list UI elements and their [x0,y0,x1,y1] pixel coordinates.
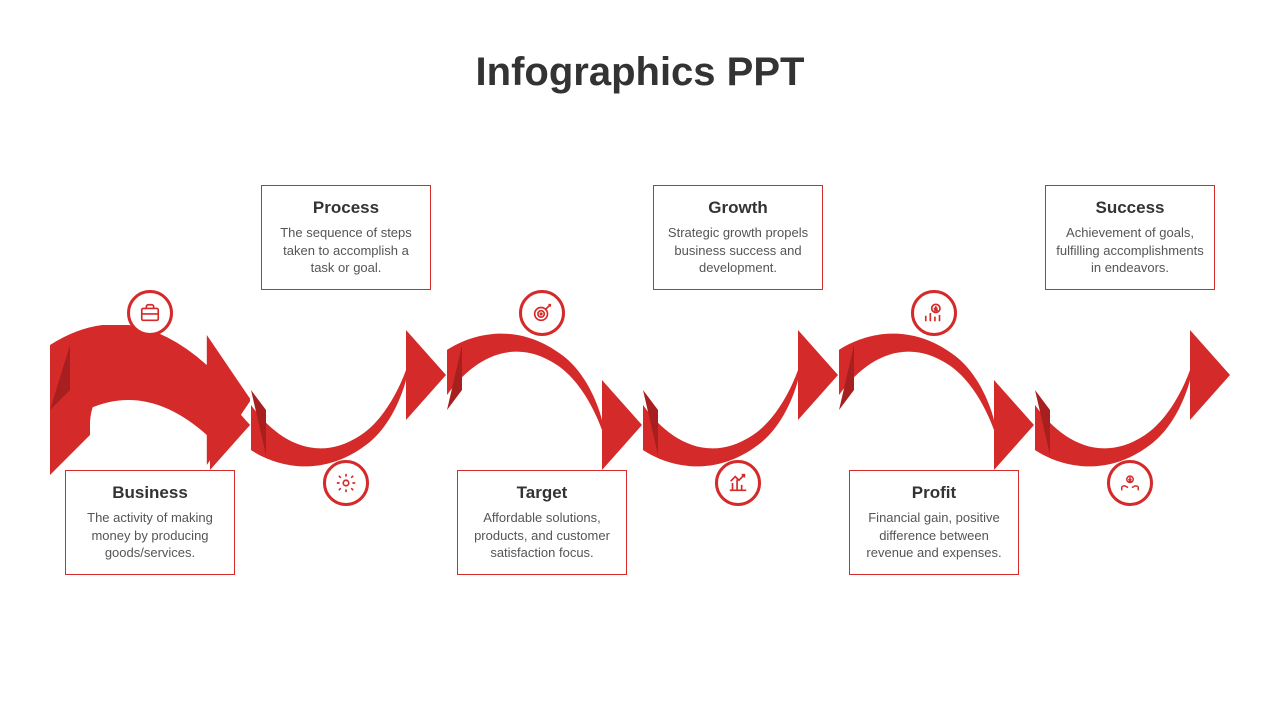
box-success: Success Achievement of goals, fulfilling… [1045,185,1215,290]
arrow-curve-6 [1030,325,1230,475]
body-growth: Strategic growth propels business succes… [664,224,812,277]
box-target: Target Affordable solutions, products, a… [457,470,627,575]
body-profit: Financial gain, positive difference betw… [860,509,1008,562]
box-process: Process The sequence of steps taken to a… [261,185,431,290]
arrow-curve-2 [246,325,446,475]
target-icon [519,290,565,336]
heading-profit: Profit [860,483,1008,503]
box-business: Business The activity of making money by… [65,470,235,575]
heading-business: Business [76,483,224,503]
page-title: Infographics PPT [0,50,1280,95]
box-growth: Growth Strategic growth propels business… [653,185,823,290]
step-success: Success Achievement of goals, fulfilling… [1030,200,1230,600]
step-profit: Profit Financial gain, positive differen… [834,200,1034,600]
heading-success: Success [1056,198,1204,218]
process-flow: Business The activity of making money by… [50,200,1230,600]
step-target: Target Affordable solutions, products, a… [442,200,642,600]
step-growth: Growth Strategic growth propels business… [638,200,838,600]
box-profit: Profit Financial gain, positive differen… [849,470,1019,575]
arrow-curve-5 [834,325,1034,475]
step-process: Process The sequence of steps taken to a… [246,200,446,600]
heading-target: Target [468,483,616,503]
step-business: Business The activity of making money by… [50,200,250,600]
growth-chart-icon [715,460,761,506]
gear-icon [323,460,369,506]
arrow-curve-1 [50,325,250,475]
body-process: The sequence of steps taken to accomplis… [272,224,420,277]
body-business: The activity of making money by producin… [76,509,224,562]
heading-process: Process [272,198,420,218]
arrow-curve-4 [638,325,838,475]
arrow-curve-3 [442,325,642,475]
body-target: Affordable solutions, products, and cust… [468,509,616,562]
body-success: Achievement of goals, fulfilling accompl… [1056,224,1204,277]
hands-money-icon [1107,460,1153,506]
heading-growth: Growth [664,198,812,218]
dollar-bars-icon [911,290,957,336]
